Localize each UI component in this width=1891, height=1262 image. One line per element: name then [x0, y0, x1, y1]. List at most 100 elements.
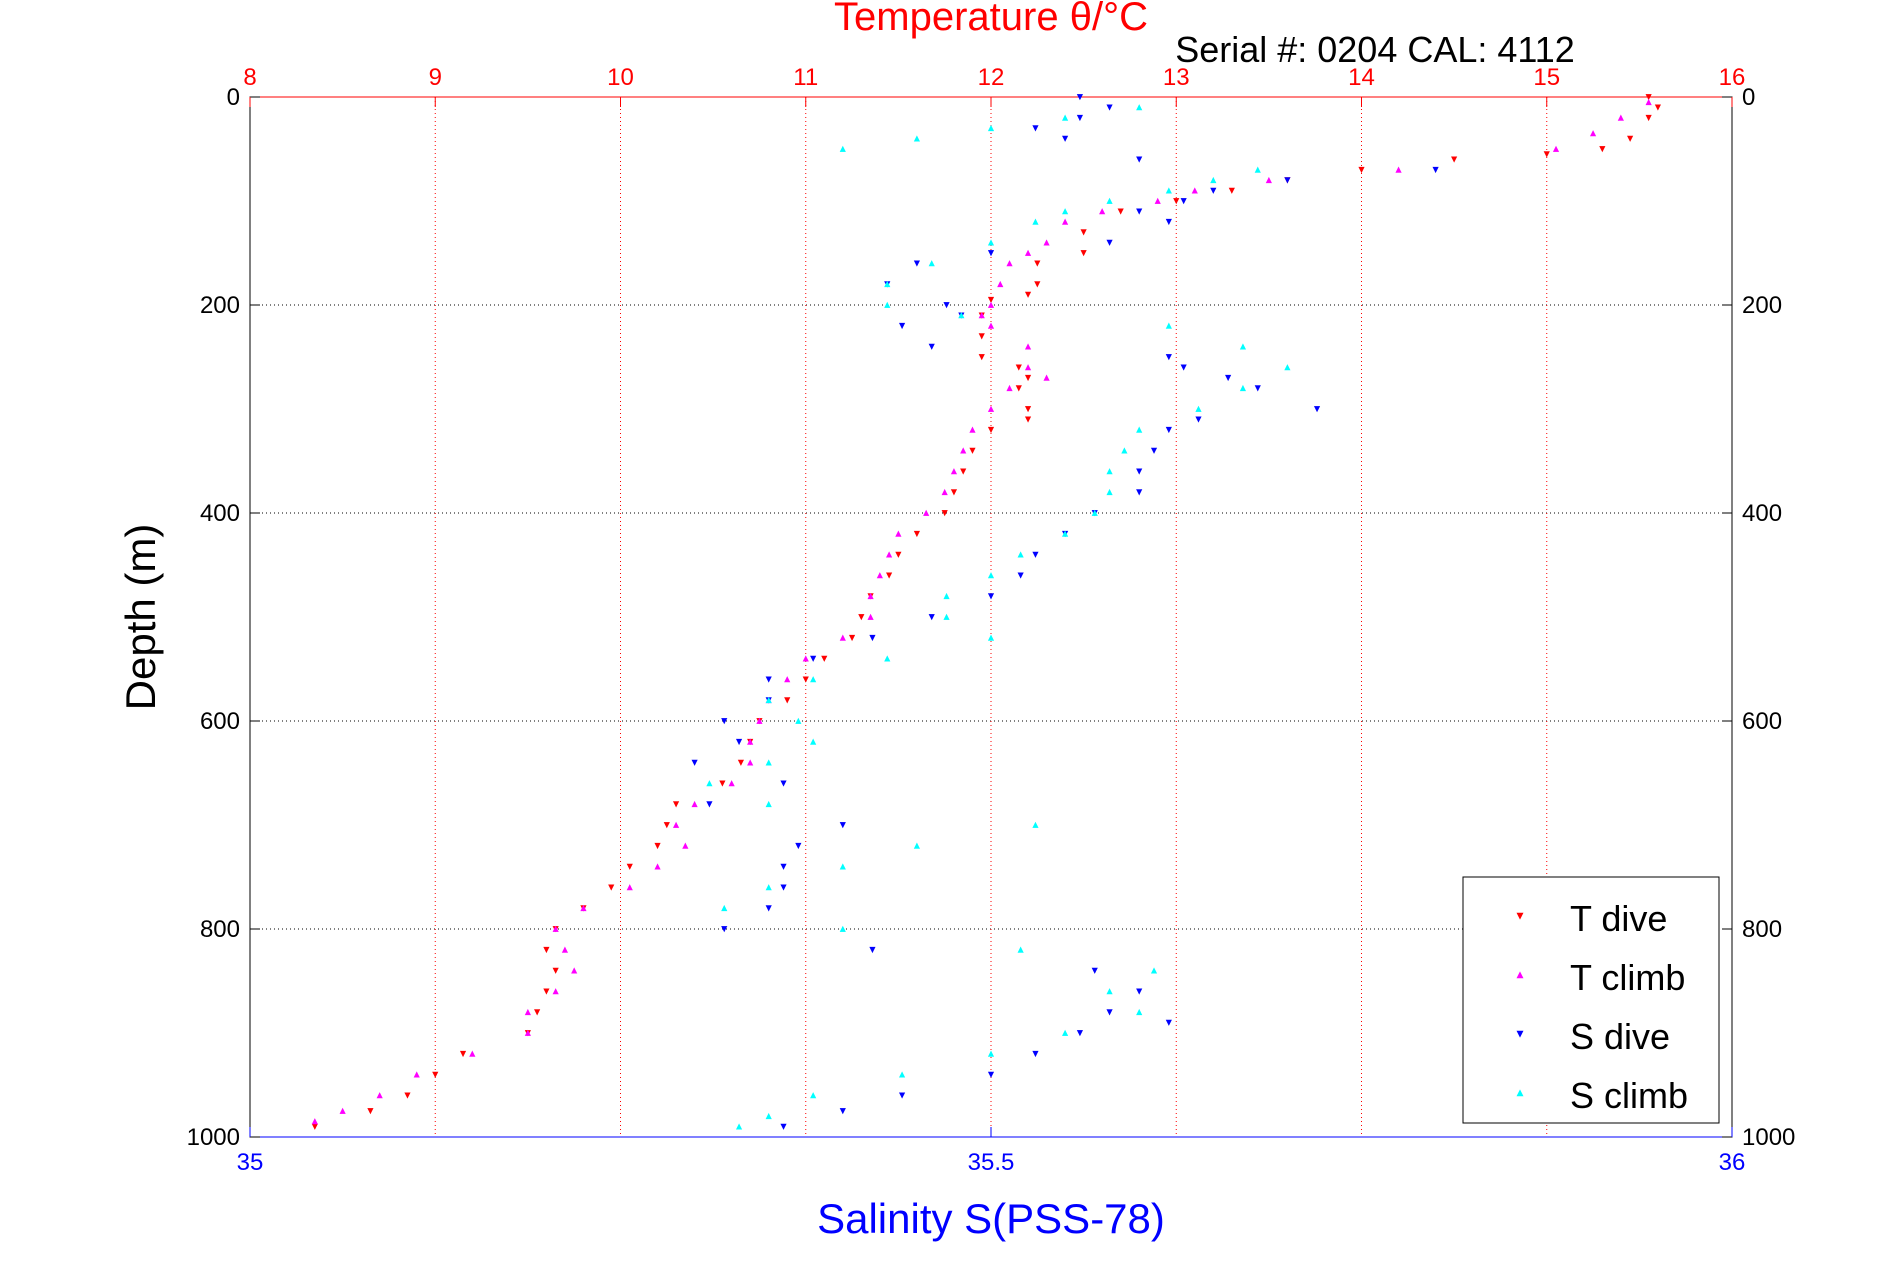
data-point [1106, 488, 1113, 496]
temperature-tick-label: 13 [1163, 64, 1190, 91]
depth-tick-label-right: 1000 [1742, 1124, 1795, 1151]
data-point [1032, 125, 1039, 132]
data-point [987, 405, 995, 412]
data-point [987, 1050, 995, 1057]
data-point [1645, 114, 1652, 122]
data-point [672, 801, 680, 808]
data-point [654, 863, 661, 870]
data-point [552, 988, 559, 995]
data-point [459, 1050, 467, 1058]
data-point [987, 301, 995, 308]
data-point [884, 655, 891, 662]
temperature-tick-label: 14 [1348, 64, 1375, 91]
data-point [1165, 187, 1172, 194]
data-point [1136, 104, 1143, 111]
data-point [895, 551, 902, 558]
data-point [1589, 130, 1597, 137]
data-point [765, 676, 772, 683]
data-point [884, 280, 891, 288]
data-point [869, 634, 876, 642]
data-point [895, 530, 902, 537]
data-point [810, 1092, 817, 1099]
data-point [941, 510, 948, 517]
temperature-tick-label: 8 [243, 64, 256, 91]
data-point [413, 1071, 420, 1078]
data-point [580, 904, 587, 912]
data-point [898, 1071, 906, 1078]
data-point [571, 967, 578, 974]
data-point [608, 884, 615, 891]
depth-tick-label-left: 1000 [187, 1124, 240, 1151]
data-point [943, 302, 950, 309]
data-point [839, 925, 846, 932]
data-point [1195, 416, 1202, 423]
series-s-climb [706, 104, 1291, 1130]
data-point [672, 821, 680, 828]
data-point [1106, 239, 1113, 246]
legend-label: S dive [1570, 1016, 1670, 1057]
data-point [886, 551, 893, 558]
data-point [765, 759, 772, 766]
data-point [1180, 364, 1187, 371]
data-point [1284, 364, 1291, 371]
data-point [1117, 208, 1124, 215]
data-point [765, 884, 772, 891]
data-point [1645, 98, 1652, 106]
data-point [1136, 489, 1143, 496]
data-point [1099, 208, 1106, 215]
series-s-dive [691, 94, 1439, 1130]
data-point [721, 926, 728, 933]
data-point [898, 322, 906, 330]
data-point [1017, 551, 1024, 558]
data-point [780, 884, 787, 891]
data-point [1106, 104, 1113, 111]
data-point [1062, 135, 1069, 142]
data-point [1150, 967, 1158, 974]
data-point [1106, 1009, 1113, 1016]
data-point [1150, 447, 1158, 454]
data-point [706, 780, 713, 787]
data-point [1210, 187, 1217, 194]
data-point [469, 1050, 476, 1057]
data-point [1165, 218, 1172, 226]
data-point [747, 759, 754, 766]
data-point [719, 780, 726, 787]
data-point [810, 676, 817, 683]
data-point [987, 296, 995, 304]
data-point [802, 655, 809, 662]
data-point [784, 697, 791, 704]
data-point [1136, 468, 1143, 475]
data-points [311, 94, 1661, 1130]
data-point [913, 135, 920, 142]
grid-lines [250, 97, 1732, 1137]
data-point [1080, 229, 1087, 236]
data-point [1062, 208, 1069, 215]
depth-tick-label-right: 800 [1742, 916, 1782, 943]
data-point [987, 593, 995, 600]
data-point [1032, 551, 1039, 558]
data-point [1136, 426, 1143, 433]
data-point [765, 1112, 772, 1120]
data-point [1080, 250, 1087, 257]
chart-subtitle: Serial #: 0204 CAL: 4112 [1175, 29, 1575, 70]
depth-tick-label-left: 200 [200, 292, 240, 319]
depth-tick-label-left: 0 [227, 84, 240, 111]
data-point [1136, 988, 1143, 995]
temperature-tick-label: 12 [978, 64, 1005, 91]
data-point [1034, 260, 1041, 267]
legend-label: S climb [1570, 1075, 1688, 1116]
data-point [728, 780, 735, 787]
data-point [1599, 146, 1606, 153]
data-point [376, 1092, 383, 1099]
data-point [884, 301, 891, 308]
data-point [886, 572, 893, 579]
data-point [1228, 187, 1235, 194]
legend-box [1462, 876, 1720, 1124]
data-point [1091, 967, 1098, 974]
data-point [1032, 1050, 1039, 1058]
data-point [867, 613, 874, 620]
data-point [765, 800, 772, 808]
data-point [1451, 156, 1458, 163]
data-point [1106, 197, 1113, 204]
data-point [1091, 509, 1098, 516]
